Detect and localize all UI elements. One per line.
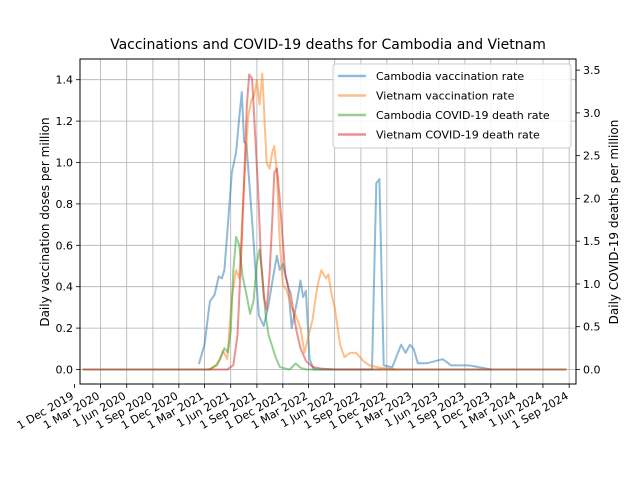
y-tick-label: 1.2 [56, 115, 74, 128]
y2-tick-label: 2.5 [583, 150, 601, 163]
legend-label: Vietnam vaccination rate [376, 90, 515, 103]
legend-label: Cambodia vaccination rate [376, 70, 524, 83]
y-tick-label: 1.4 [56, 74, 74, 87]
y-tick-label: 0.4 [56, 281, 74, 294]
chart-title: Vaccinations and COVID-19 deaths for Cam… [110, 37, 546, 53]
series-group [82, 72, 567, 371]
y2-tick-label: 3.5 [583, 64, 601, 77]
y2-tick-label: 2.0 [583, 192, 601, 205]
y2-tick-label: 0.0 [583, 363, 601, 376]
legend-box [332, 63, 572, 149]
legend: Cambodia vaccination rate Vietnam vaccina… [332, 63, 572, 149]
legend-label: Vietnam COVID-19 death rate [376, 129, 540, 142]
series-line-vietnam-covid-19-death-rate [82, 73, 567, 371]
y2-tick-label: 3.0 [583, 107, 601, 120]
y-tick-label: 0.2 [56, 322, 74, 335]
y2-tick-label: 0.5 [583, 321, 601, 334]
y-tick-label: 0.0 [56, 364, 74, 377]
series-line-cambodia-covid-19-death-rate [82, 235, 567, 371]
y-axis-label: Daily vaccination doses per million [38, 117, 52, 326]
y2-tick-label: 1.5 [583, 235, 601, 248]
plot-frame [79, 58, 577, 385]
y-tick-label: 1.0 [56, 157, 74, 170]
legend-label: Cambodia COVID-19 death rate [376, 109, 550, 122]
y2-tick-label: 1.0 [583, 278, 601, 291]
y2-axis-label: Daily COVID-19 deaths per million [607, 120, 621, 325]
y-tick-label: 0.6 [56, 239, 74, 252]
y-tick-label: 0.8 [56, 198, 74, 211]
